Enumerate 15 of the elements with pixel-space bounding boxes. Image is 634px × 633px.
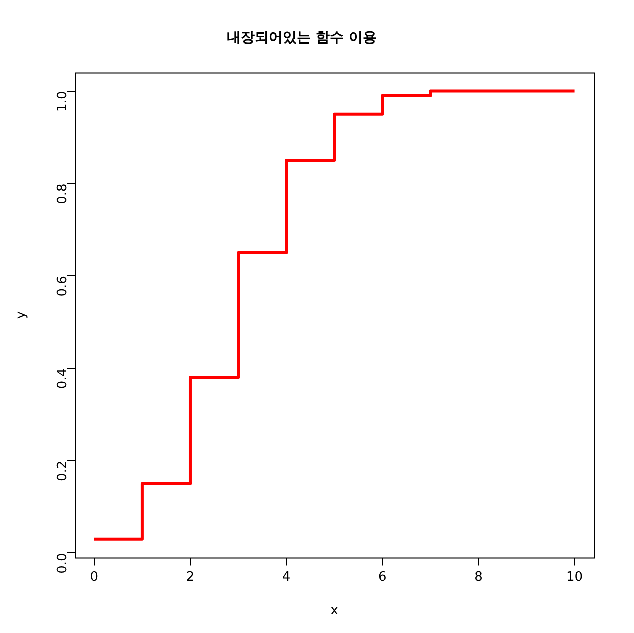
y-tick-label: 0.2 <box>56 460 71 482</box>
chart-title: 내장되어있는 함수 이용 <box>227 30 377 46</box>
x-axis-title: x <box>330 604 339 619</box>
y-axis-title: y <box>14 311 30 320</box>
x-tick-label: 8 <box>474 570 483 585</box>
x-tick-label: 0 <box>90 570 99 585</box>
y-tick-label: 1.0 <box>56 91 71 112</box>
x-tick-label: 6 <box>378 570 387 585</box>
y-tick-label: 0.0 <box>56 553 71 574</box>
y-tick-label: 0.8 <box>56 184 71 204</box>
y-tick-label: 0.6 <box>56 276 71 297</box>
x-tick-label: 4 <box>282 570 291 585</box>
x-tick-label: 10 <box>566 570 584 585</box>
y-tick-label: 0.4 <box>56 368 71 390</box>
x-tick-label: 2 <box>186 570 195 585</box>
